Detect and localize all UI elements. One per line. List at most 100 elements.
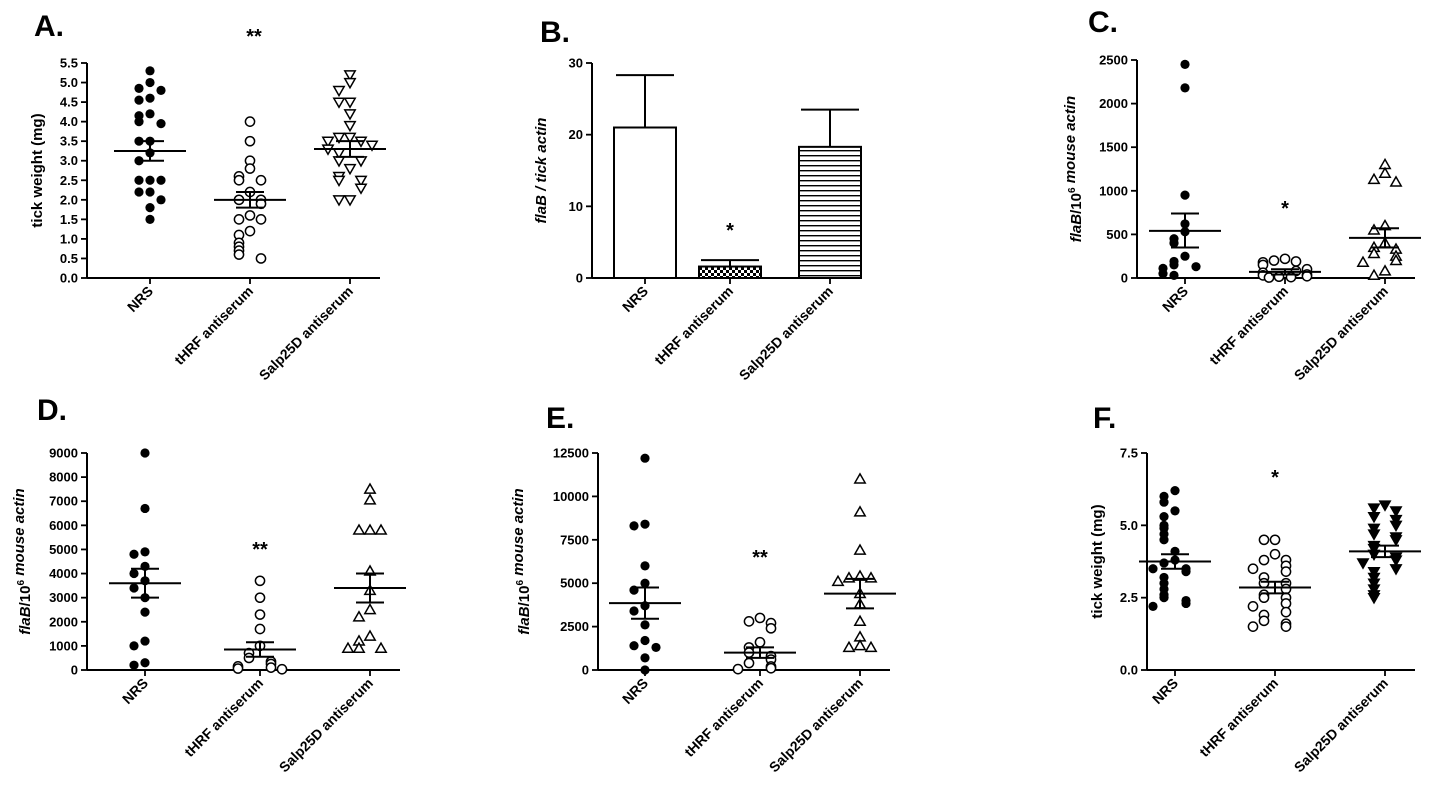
data-point	[853, 638, 867, 651]
x-category-label: NRS	[619, 283, 651, 315]
data-point	[842, 571, 856, 583]
y-axis-label-part: mouse actin	[11, 488, 28, 580]
data-point	[1367, 572, 1381, 585]
data-point	[1181, 598, 1191, 609]
data-point	[1367, 584, 1381, 596]
data-point	[1280, 621, 1292, 632]
data-point	[343, 77, 357, 90]
data-point	[354, 183, 368, 195]
data-point	[134, 83, 144, 94]
y-axis-label-part: 6	[1067, 187, 1078, 193]
data-point	[129, 660, 139, 670]
data-point	[1269, 548, 1281, 560]
data-point	[145, 93, 155, 103]
y-tick-label: 1.5	[60, 212, 78, 227]
y-tick-label: 2500	[1099, 53, 1128, 68]
significance-marker: *	[726, 220, 734, 242]
data-point	[145, 203, 155, 213]
data-point	[1180, 251, 1190, 261]
data-point	[254, 623, 266, 635]
data-point	[1389, 555, 1403, 567]
x-category-label: tHRF antiserum	[1196, 675, 1281, 760]
data-point	[640, 578, 650, 588]
data-point	[732, 663, 744, 675]
data-point	[140, 636, 150, 646]
data-point	[1159, 593, 1169, 603]
bar	[613, 126, 677, 279]
data-point	[1367, 529, 1381, 541]
panel-3: C. 0 500 1000 1500 2000 2500 flaB/106 mouse act…	[1062, 6, 1421, 383]
y-tick-label: 2.0	[60, 192, 78, 207]
data-point	[853, 614, 867, 627]
data-point	[140, 607, 150, 617]
data-point	[1280, 583, 1292, 595]
x-category-label: Salp25D antiserum	[276, 675, 376, 775]
data-point	[343, 163, 357, 176]
y-tick-label: 30	[569, 56, 583, 71]
data-point	[255, 214, 267, 225]
data-point	[244, 163, 256, 174]
data-point	[255, 174, 267, 186]
data-point	[354, 156, 368, 168]
data-point	[1389, 514, 1403, 527]
data-point	[1280, 598, 1292, 609]
data-point	[1367, 246, 1381, 259]
panel-1: A. 0.0 0.5 1.0 1.5 2.0 2.5 3.0 3.5 4.0 4.5 5.0 5.5 ti…	[29, 10, 386, 383]
y-axis-label-part: /10	[516, 586, 533, 607]
data-point	[1367, 523, 1381, 535]
data-point	[651, 642, 661, 653]
data-point	[343, 109, 357, 121]
y-tick-label: 6000	[49, 518, 78, 533]
data-point	[352, 610, 366, 622]
data-point	[1258, 577, 1270, 589]
data-point	[1367, 593, 1381, 605]
data-point	[743, 657, 755, 669]
data-point	[145, 109, 155, 119]
y-tick-label: 2500	[560, 619, 589, 634]
bar	[798, 145, 862, 279]
data-point	[1367, 268, 1381, 281]
panel-letter: D.	[37, 394, 67, 427]
data-point	[1258, 534, 1270, 546]
y-axis-label: flaB / tick actin	[533, 118, 550, 224]
data-point	[352, 523, 366, 535]
data-point	[129, 568, 139, 579]
panel-6: F. 0.0 2.5 5.0 7.5 tick weight (mg) NRS tHRF an…	[1089, 402, 1421, 775]
significance-marker: *	[1271, 467, 1279, 489]
data-point	[743, 616, 755, 627]
data-point	[1367, 512, 1381, 524]
data-point	[134, 95, 144, 105]
y-tick-label: 2000	[49, 614, 78, 629]
data-point	[1290, 256, 1302, 267]
data-point	[1169, 260, 1179, 270]
data-point	[244, 210, 256, 221]
x-category-label: Salp25D antiserum	[1291, 283, 1391, 383]
y-axis-label-part: flaB	[1068, 214, 1085, 243]
data-point	[1191, 262, 1201, 272]
y-tick-label: 0.5	[60, 251, 78, 266]
data-point	[244, 116, 256, 127]
data-point	[765, 662, 777, 674]
data-point	[156, 175, 166, 185]
y-axis-label: flaB/106 mouse actin	[11, 488, 34, 634]
data-point	[640, 620, 650, 630]
data-point	[1367, 566, 1381, 579]
x-category-label: tHRF antiserum	[651, 283, 736, 368]
data-point	[1159, 512, 1169, 522]
data-point	[156, 195, 166, 205]
data-point	[1367, 503, 1381, 515]
data-point	[134, 175, 144, 185]
data-point	[1389, 253, 1403, 266]
y-tick-label: 0.0	[60, 271, 78, 286]
data-point	[1169, 238, 1179, 248]
data-point	[1269, 534, 1281, 546]
data-point	[276, 663, 288, 675]
data-point	[629, 521, 639, 531]
y-tick-label: 3.5	[60, 134, 78, 149]
x-category-label: Salp25D antiserum	[736, 283, 836, 383]
data-point	[354, 175, 368, 187]
data-point	[343, 120, 357, 133]
data-point	[343, 97, 357, 109]
y-tick-label: 2.5	[60, 173, 78, 188]
data-point	[254, 609, 266, 620]
